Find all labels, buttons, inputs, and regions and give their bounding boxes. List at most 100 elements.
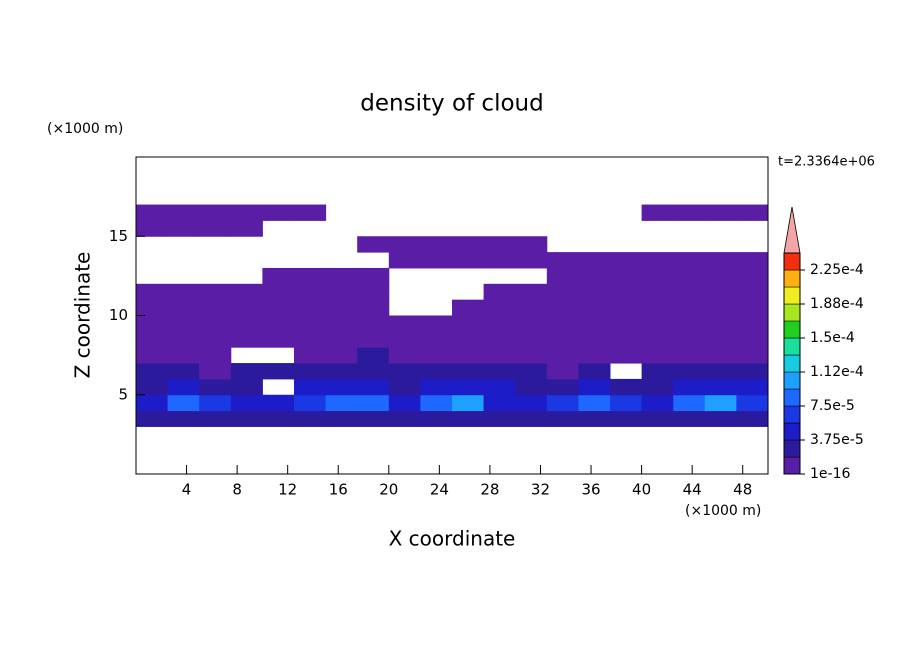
- contour-cell: [199, 347, 232, 364]
- contour-cell: [388, 410, 421, 427]
- contour-cell: [641, 378, 674, 396]
- contour-cell: [546, 267, 579, 285]
- contour-cell: [420, 347, 453, 364]
- contour-cell: [736, 331, 769, 348]
- contour-cell: [136, 378, 169, 396]
- contour-cell: [230, 315, 263, 332]
- contour-cell: [167, 394, 200, 412]
- x-tick-label: 8: [232, 481, 242, 499]
- contour-cell: [167, 347, 200, 364]
- contour-cell: [704, 394, 737, 412]
- contour-cell: [199, 410, 232, 427]
- contour-cell: [704, 347, 737, 364]
- contour-cell: [483, 331, 516, 348]
- contour-cell: [641, 410, 674, 427]
- contour-cell: [546, 315, 579, 332]
- contour-cell: [483, 394, 516, 412]
- contour-cell: [515, 394, 548, 412]
- contour-cell: [673, 299, 706, 316]
- contour-cell: [673, 410, 706, 427]
- contour-cell: [420, 378, 453, 396]
- contour-cell: [641, 252, 674, 269]
- contour-cell: [673, 378, 706, 396]
- contour-cell: [578, 267, 611, 285]
- x-unit: (×1000 m): [685, 503, 761, 519]
- colorbar-box: [783, 371, 801, 390]
- contour-cell: [325, 299, 358, 316]
- contour-cell: [230, 410, 263, 427]
- y-tick-label: 10: [109, 306, 128, 324]
- colorbar-tick-label: 2.25e-4: [810, 262, 864, 278]
- contour-cell: [578, 252, 611, 269]
- contour-cell: [610, 299, 643, 316]
- contour-cell: [641, 283, 674, 301]
- contour-cell: [452, 378, 485, 396]
- contour-cell: [641, 204, 674, 221]
- contour-cell: [483, 410, 516, 427]
- contour-cell: [388, 252, 421, 269]
- contour-cell: [610, 378, 643, 396]
- contour-cell: [357, 283, 390, 301]
- contour-cell: [515, 347, 548, 364]
- contour-cell: [452, 347, 485, 364]
- contour-cell: [610, 394, 643, 412]
- contour-cell: [357, 394, 390, 412]
- contour-cell: [673, 252, 706, 269]
- contour-cell: [736, 267, 769, 285]
- contour-cell: [420, 363, 453, 380]
- contour-cell: [136, 283, 169, 301]
- x-tick-label: 16: [329, 481, 348, 499]
- contour-cell: [388, 236, 421, 253]
- contour-cell: [704, 299, 737, 316]
- colorbar-tick-label: 1e-16: [810, 466, 850, 482]
- contour-cell: [515, 299, 548, 316]
- contour-cell: [136, 331, 169, 348]
- x-tick-label: 4: [182, 481, 192, 499]
- y-tick-label: 15: [109, 227, 128, 245]
- contour-cell: [515, 363, 548, 380]
- contour-cell: [641, 267, 674, 285]
- contour-cell: [294, 378, 327, 396]
- contour-cell: [704, 410, 737, 427]
- y-unit: (×1000 m): [47, 121, 123, 137]
- colorbar-box: [783, 439, 801, 458]
- y-tick-label: 5: [118, 385, 128, 403]
- contour-cell: [325, 331, 358, 348]
- contour-cell: [230, 220, 263, 237]
- contour-cell: [167, 283, 200, 301]
- colorbar-tick-label: 1.12e-4: [810, 364, 864, 380]
- contour-cell: [420, 410, 453, 427]
- x-tick-label: 36: [581, 481, 600, 499]
- contour-cell: [262, 394, 295, 412]
- contour-cell: [736, 299, 769, 316]
- contour-cell: [452, 315, 485, 332]
- contour-cell: [230, 331, 263, 348]
- contour-cell: [736, 410, 769, 427]
- contour-cell: [294, 347, 327, 364]
- contour-cell: [452, 252, 485, 269]
- contour-cell: [199, 331, 232, 348]
- contour-cell: [199, 394, 232, 412]
- contour-cell: [641, 363, 674, 380]
- contour-cell: [641, 299, 674, 316]
- contour-cell: [420, 252, 453, 269]
- contour-cell: [483, 347, 516, 364]
- contour-cell: [736, 283, 769, 301]
- contour-cell: [483, 315, 516, 332]
- contour-cell: [167, 331, 200, 348]
- contour-cell: [262, 204, 295, 221]
- contour-cell: [262, 267, 295, 285]
- colorbar-box: [783, 422, 801, 441]
- contour-cell: [704, 204, 737, 221]
- contour-cell: [230, 363, 263, 380]
- contour-cell: [546, 363, 579, 380]
- contour-cell: [262, 410, 295, 427]
- contour-cell: [452, 394, 485, 412]
- contour-cell: [452, 331, 485, 348]
- contour-cell: [515, 283, 548, 301]
- contour-cell: [515, 236, 548, 253]
- contour-cell: [167, 315, 200, 332]
- contour-cell: [704, 267, 737, 285]
- contour-cell: [420, 331, 453, 348]
- colorbar-box: [783, 320, 801, 339]
